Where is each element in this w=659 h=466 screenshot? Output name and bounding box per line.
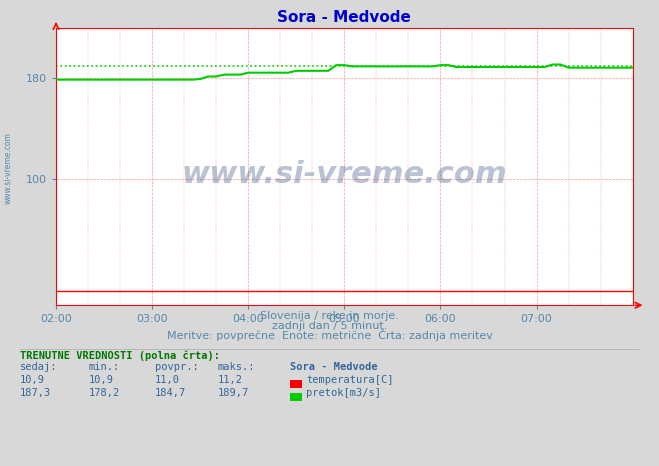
- Text: 11,0: 11,0: [155, 375, 180, 385]
- Text: 187,3: 187,3: [20, 388, 51, 398]
- Text: maks.:: maks.:: [217, 363, 255, 372]
- Text: Slovenija / reke in morje.: Slovenija / reke in morje.: [260, 311, 399, 321]
- Text: 184,7: 184,7: [155, 388, 186, 398]
- Text: min.:: min.:: [89, 363, 120, 372]
- Text: zadnji dan / 5 minut.: zadnji dan / 5 minut.: [272, 321, 387, 330]
- Text: 178,2: 178,2: [89, 388, 120, 398]
- Text: 10,9: 10,9: [89, 375, 114, 385]
- Text: Meritve: povprečne  Enote: metrične  Črta: zadnja meritev: Meritve: povprečne Enote: metrične Črta:…: [167, 329, 492, 341]
- Text: sedaj:: sedaj:: [20, 363, 57, 372]
- Text: pretok[m3/s]: pretok[m3/s]: [306, 388, 382, 398]
- Text: www.si-vreme.com: www.si-vreme.com: [3, 132, 13, 204]
- Text: TRENUTNE VREDNOSTI (polna črta):: TRENUTNE VREDNOSTI (polna črta):: [20, 350, 219, 361]
- Text: 11,2: 11,2: [217, 375, 243, 385]
- Text: www.si-vreme.com: www.si-vreme.com: [181, 160, 507, 189]
- Text: povpr.:: povpr.:: [155, 363, 198, 372]
- Text: 10,9: 10,9: [20, 375, 45, 385]
- Text: temperatura[C]: temperatura[C]: [306, 375, 394, 385]
- Text: Sora - Medvode: Sora - Medvode: [290, 363, 378, 372]
- Text: 189,7: 189,7: [217, 388, 248, 398]
- Title: Sora - Medvode: Sora - Medvode: [277, 10, 411, 26]
